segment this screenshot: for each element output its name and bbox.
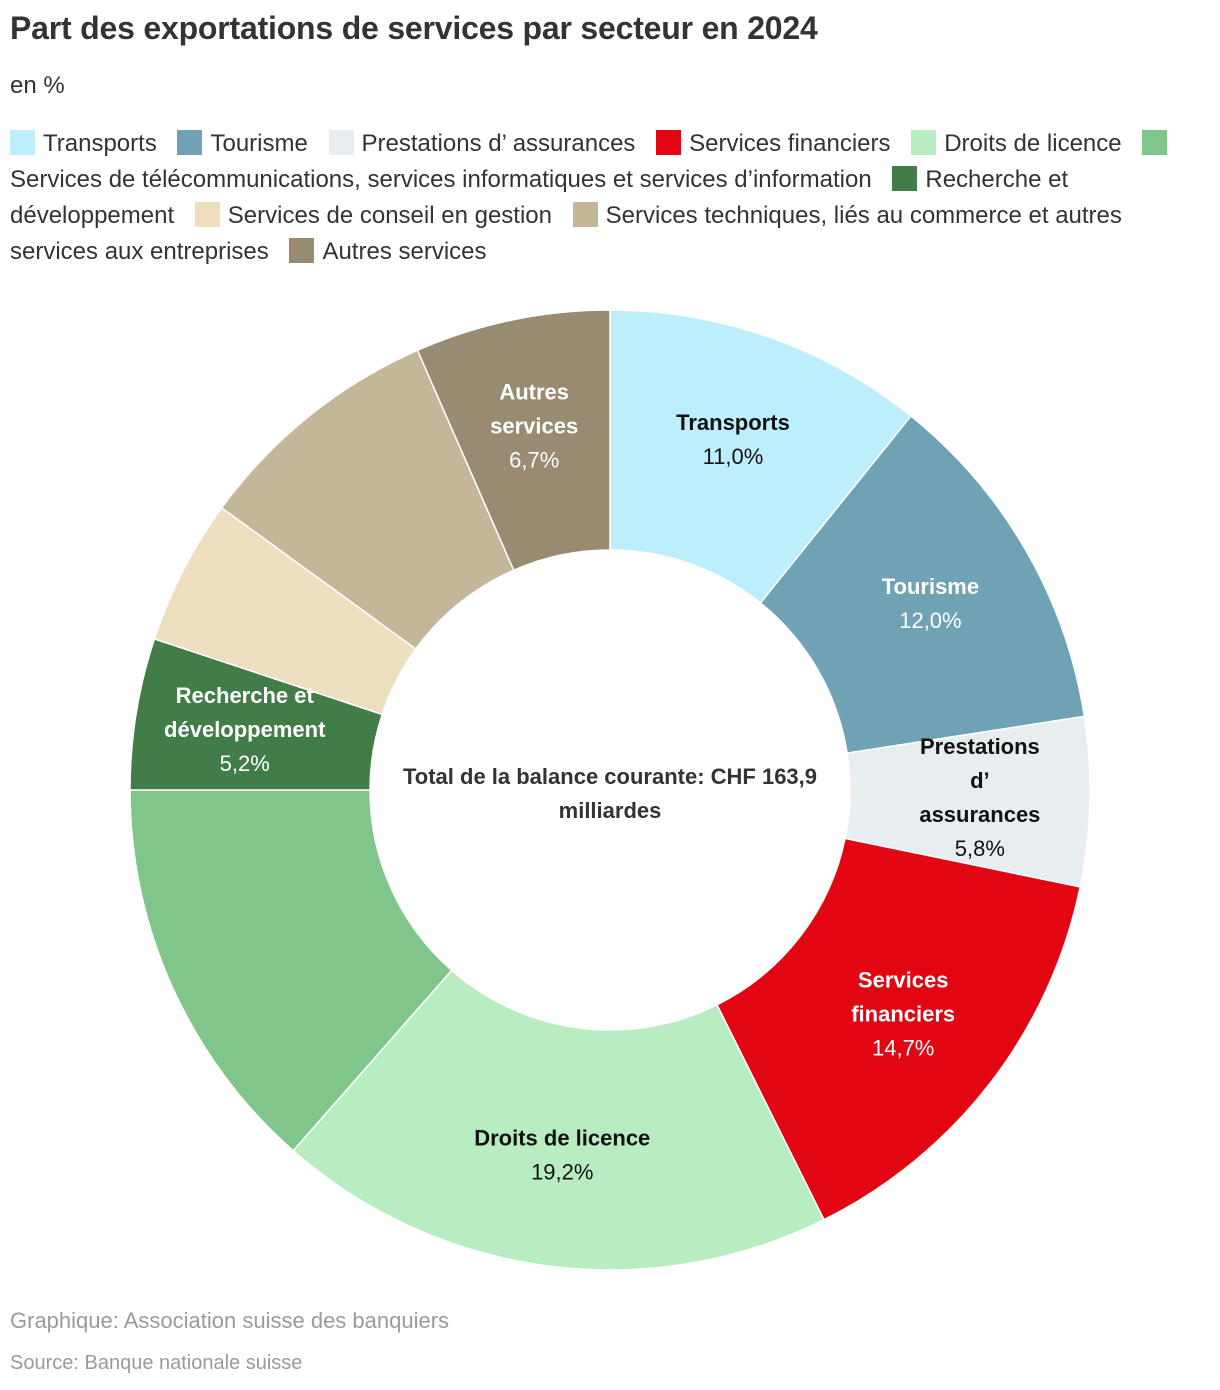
slice-label: Transports 11,0% [676, 410, 790, 469]
legend-item: Services de télécommunications, services… [10, 130, 1175, 193]
slice-name: Prestations [920, 734, 1040, 759]
legend-swatch [10, 130, 35, 155]
legend-label: Prestations d’ assurances [361, 130, 636, 157]
slice-value: 6,7% [509, 448, 559, 473]
slice-value: 19,2% [531, 1160, 593, 1185]
legend-swatch [1142, 130, 1168, 155]
donut-slice [292, 969, 825, 1271]
legend-label: Droits de licence [944, 130, 1122, 157]
legend-item: Services techniques, liés au commerce et… [10, 202, 1122, 265]
donut-chart: Transports 11,0% Tourisme 12,0% Prestations d… [129, 309, 1091, 1271]
donut-slice [416, 309, 611, 572]
slice-name: financiers [851, 1002, 955, 1027]
legend-swatch [892, 166, 918, 191]
slice-name: Services [858, 968, 949, 993]
legend-swatch [572, 202, 598, 227]
slice-value: 12,0% [899, 608, 961, 633]
chart-credit: Graphique: Association suisse des banqui… [10, 1308, 450, 1333]
chart-legend: Transports Tourisme Prestations d’ assur… [10, 126, 1200, 270]
slice-value: 11,0% [703, 444, 764, 469]
legend-item: Autres services [289, 238, 487, 265]
slice-label: Services financiers 14,7% [851, 968, 955, 1061]
slice-name: Tourisme [882, 574, 979, 599]
legend-swatch [328, 130, 354, 155]
legend-item: Droits de licence [911, 130, 1122, 157]
slice-name: Transports [676, 410, 790, 435]
legend-item: Services de conseil en gestion [194, 202, 552, 229]
legend-item: Transports [10, 130, 157, 157]
slice-name: Autres [499, 380, 569, 405]
chart-subtitle: en % [10, 72, 65, 99]
legend-item: Services financiers [656, 130, 891, 157]
center-label: Total de la balance courante: CHF 163,9 m… [403, 764, 817, 823]
slice-name: développement [164, 717, 326, 742]
legend-label: Services financiers [689, 130, 891, 157]
legend-label: Autres services [322, 238, 487, 265]
donut-slice [129, 789, 453, 1152]
legend-label: Services techniques, liés au commerce et… [10, 202, 1122, 265]
slice-value: 14,7% [872, 1036, 934, 1061]
donut-slice [609, 309, 912, 605]
slice-label: Prestations d’ assurances 5,8% [919, 734, 1040, 861]
legend-label: Services de conseil en gestion [227, 202, 552, 229]
chart-source: Source: Banque nationale suisse [10, 1352, 303, 1374]
slice-label: Autres services 6,7% [490, 380, 578, 473]
legend-swatch [911, 130, 937, 155]
legend-label: Transports [43, 130, 157, 157]
slice-name: Recherche et [176, 683, 315, 708]
legend-item: Tourisme [177, 130, 308, 157]
slice-value: 5,2% [220, 751, 270, 776]
slice-name: Droits de licence [474, 1126, 650, 1151]
slice-name: d’ [970, 768, 990, 793]
legend-item: Prestations d’ assurances [328, 130, 636, 157]
slice-name: services [490, 414, 578, 439]
donut-slice [715, 837, 1082, 1221]
legend-swatch [177, 130, 203, 155]
legend-swatch [656, 130, 682, 155]
slice-label: Tourisme 12,0% [882, 574, 979, 633]
legend-label: Recherche et développement [10, 166, 1069, 229]
slice-name: assurances [919, 802, 1040, 827]
slice-label: Droits de licence 19,2% [474, 1126, 650, 1185]
chart-title: Part des exportations de services par se… [10, 10, 818, 46]
donut-slice [759, 414, 1086, 755]
slice-value: 5,8% [955, 836, 1005, 861]
legend-swatch [194, 202, 220, 227]
legend-label: Tourisme [210, 130, 308, 157]
slice-label: Recherche et développement 5,2% [164, 683, 326, 776]
legend-swatch [289, 238, 315, 263]
legend-item: Recherche et développement [10, 166, 1068, 229]
legend-label: Services de télécommunications, services… [10, 166, 872, 193]
